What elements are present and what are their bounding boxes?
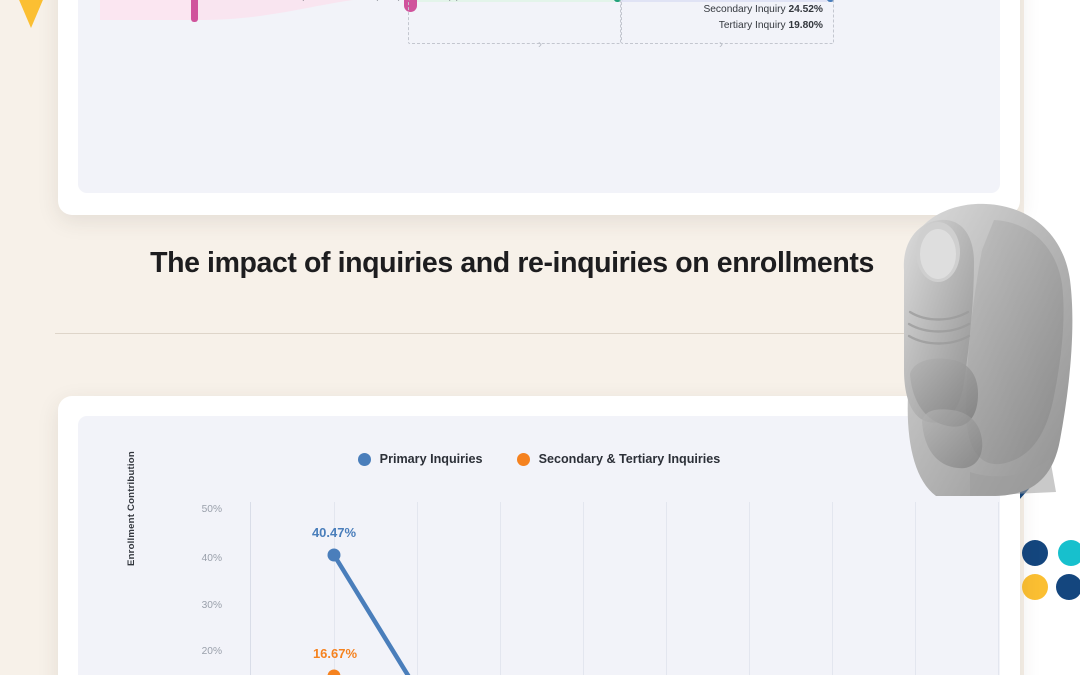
gridline-6 [749, 502, 750, 675]
sankey-node-enrollment: 44.32% Enrollment Contribution of RIL [625, 0, 823, 3]
sankey-node-application: 39.78% Application Contribution of RIL [412, 0, 610, 3]
dash-arrow-application-icon: › [538, 37, 542, 51]
breakdown-tertiary: Tertiary Inquiry 19.80% [625, 20, 823, 31]
page-title: The impact of inquiries and re-inquiries… [150, 247, 874, 279]
dashbox-application [408, 0, 621, 44]
linechart-panel: Primary Inquiries Secondary & Tertiary I… [78, 416, 1000, 675]
point-label-0: 40.47% [311, 525, 357, 540]
dash-arrow-enrollment-icon: › [719, 37, 723, 51]
decor-dot-yellow [1022, 574, 1048, 600]
line-chart: Primary Inquiries Secondary & Tertiary I… [78, 416, 1000, 675]
hand-illustration [903, 203, 1073, 496]
breakdown-secondary-label: Secondary Inquiry [703, 4, 786, 15]
ril-label: Re-inquired Leads (RIL) [204, 0, 402, 3]
chart-legend: Primary Inquiries Secondary & Tertiary I… [78, 452, 1000, 466]
y-tick-40: 40% [201, 553, 222, 564]
breakdown-tertiary-value: 19.80% [788, 20, 823, 31]
chart-series-paths [327, 548, 411, 675]
sankey-knob-ril [404, 0, 417, 12]
gridline-3 [500, 502, 501, 675]
point-label-1: 16.67% [312, 646, 358, 661]
legend-item-secondary[interactable]: Secondary & Tertiary Inquiries [516, 452, 721, 466]
decor-triangle-yellow [14, 0, 48, 28]
y-tick-20: 20% [201, 646, 222, 657]
breakdown-tertiary-label: Tertiary Inquiry [718, 20, 786, 31]
decor-dot-navy-1 [1022, 540, 1048, 566]
legend-item-primary[interactable]: Primary Inquiries [357, 452, 483, 466]
enrollment-label: Enrollment Contribution of RIL [625, 0, 823, 3]
gridline-2 [417, 502, 418, 675]
y-tick-50: 50% [201, 504, 222, 515]
breakdown-secondary: Secondary Inquiry 24.52% [625, 4, 823, 15]
gridline-5 [666, 502, 667, 675]
sankey-diagram: 100% Leads 88.80% Primary Inquiry Leads … [78, 0, 1040, 93]
sankey-node-ril: 11.20% Re-inquired Leads (RIL) [204, 0, 402, 3]
decor-dot-teal [1058, 540, 1080, 566]
linechart-card: Primary Inquiries Secondary & Tertiary I… [58, 396, 1020, 675]
gridline-7 [832, 502, 833, 675]
legend-label-secondary: Secondary & Tertiary Inquiries [538, 452, 721, 466]
gridline-9 [998, 502, 999, 675]
gridline-1 [334, 502, 335, 675]
y-axis-line [250, 502, 251, 675]
legend-label-primary: Primary Inquiries [379, 452, 483, 466]
sankey-card: 100% Leads 88.80% Primary Inquiry Leads … [58, 0, 1020, 215]
dashbox-enrollment [621, 0, 834, 44]
gridline-4 [583, 502, 584, 675]
breakdown-secondary-value: 24.52% [788, 4, 823, 15]
sankey-flows [100, 0, 834, 22]
legend-swatch-primary-icon [357, 452, 371, 466]
application-label: Application Contribution of RIL [412, 0, 610, 3]
sankey-panel: 100% Leads 88.80% Primary Inquiry Leads … [78, 0, 1000, 193]
gridline-8 [915, 502, 916, 675]
decor-dot-navy-2 [1056, 574, 1080, 600]
legend-swatch-secondary-icon [516, 452, 530, 466]
y-tick-30: 30% [201, 600, 222, 611]
